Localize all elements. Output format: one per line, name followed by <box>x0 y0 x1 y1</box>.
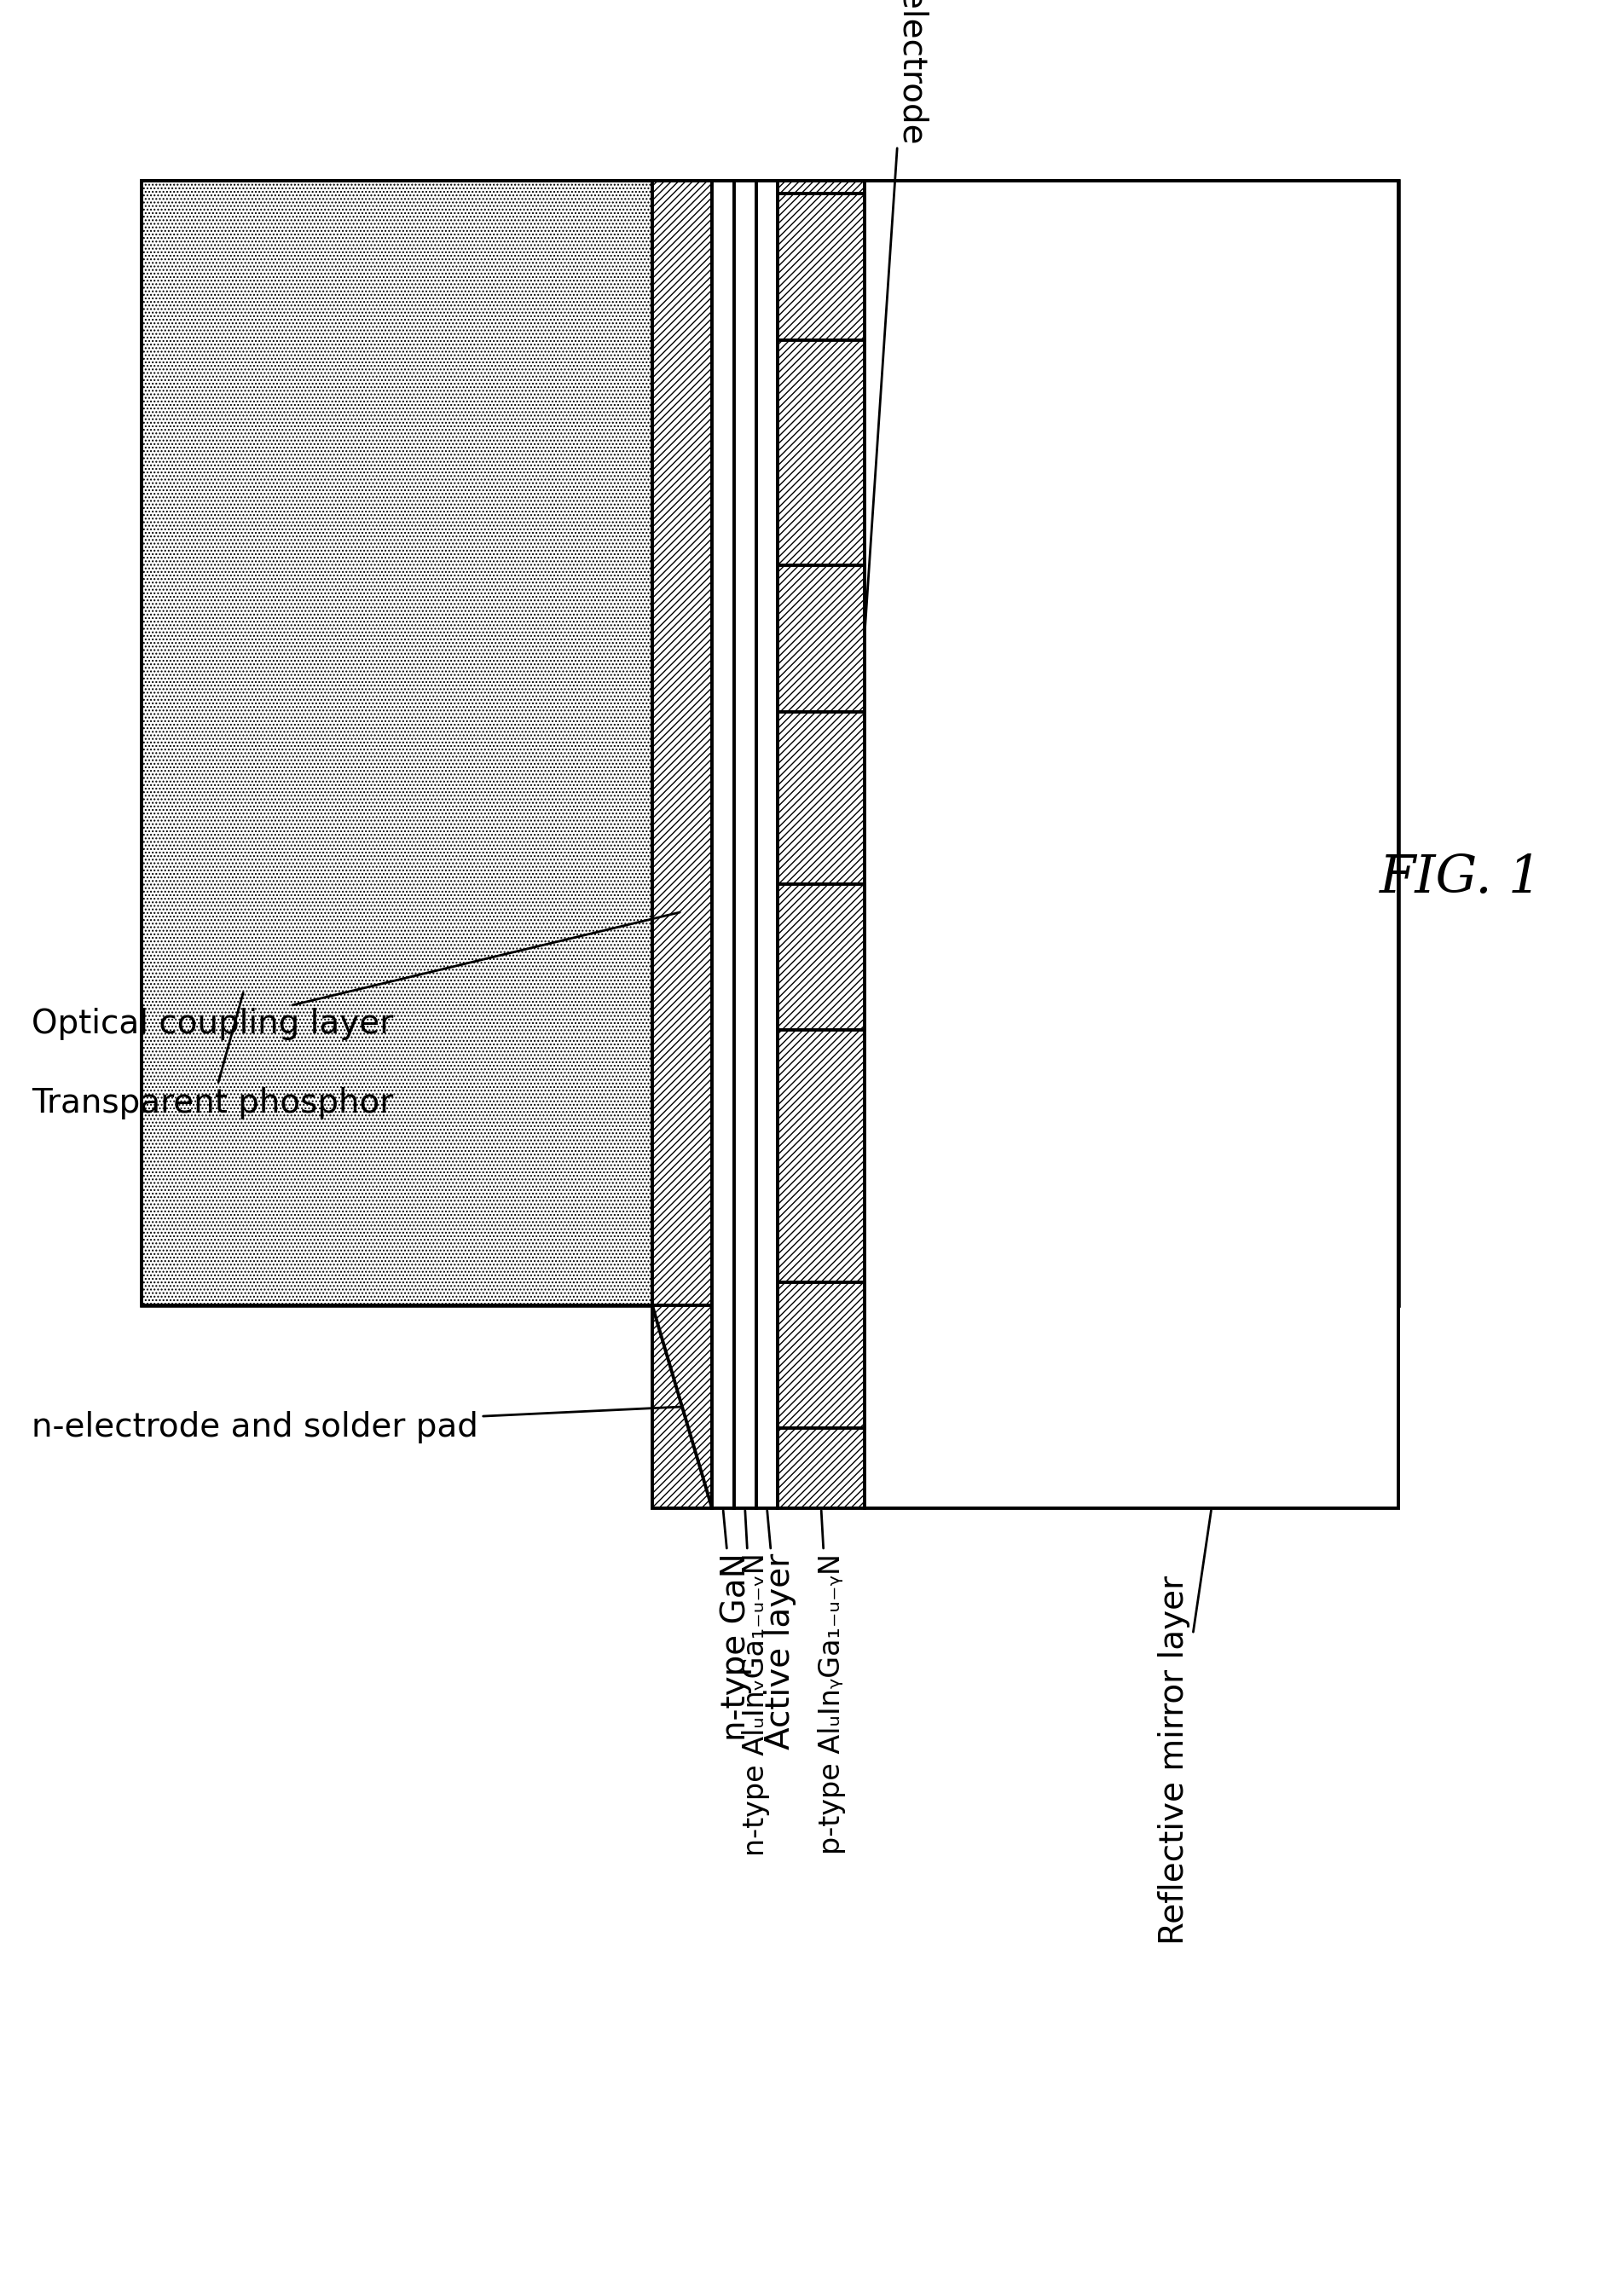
Text: FIG. 1: FIG. 1 <box>1380 852 1542 905</box>
Text: n-type AlᵤInᵥGa₁₋ᵤ₋ᵥN: n-type AlᵤInᵥGa₁₋ᵤ₋ᵥN <box>742 1511 769 1857</box>
Text: Discontinuous p-electrode: Discontinuous p-electrode <box>864 0 928 636</box>
Bar <box>757 181 777 1508</box>
Text: Transparent phosphor: Transparent phosphor <box>32 992 393 1118</box>
Text: Reflective mirror layer: Reflective mirror layer <box>1157 1511 1212 1945</box>
Bar <box>141 181 652 1306</box>
Bar <box>712 181 734 1508</box>
Text: n-electrode and solder pad: n-electrode and solder pad <box>32 1407 680 1444</box>
Bar <box>864 181 1398 1508</box>
Bar <box>652 1306 712 1508</box>
Bar <box>777 1283 864 1428</box>
Bar <box>141 181 1398 1306</box>
Text: n-type GaN: n-type GaN <box>720 1511 752 1740</box>
Text: Active layer: Active layer <box>763 1511 797 1750</box>
Bar <box>777 565 864 712</box>
Bar <box>777 884 864 1031</box>
Bar <box>777 193 864 340</box>
Bar <box>777 181 864 1508</box>
Bar <box>734 181 757 1508</box>
Text: p-type AlᵤInᵧGa₁₋ᵤ₋ᵧN: p-type AlᵤInᵧGa₁₋ᵤ₋ᵧN <box>818 1511 846 1853</box>
Text: Optical coupling layer: Optical coupling layer <box>32 912 680 1040</box>
Bar <box>652 181 712 1306</box>
